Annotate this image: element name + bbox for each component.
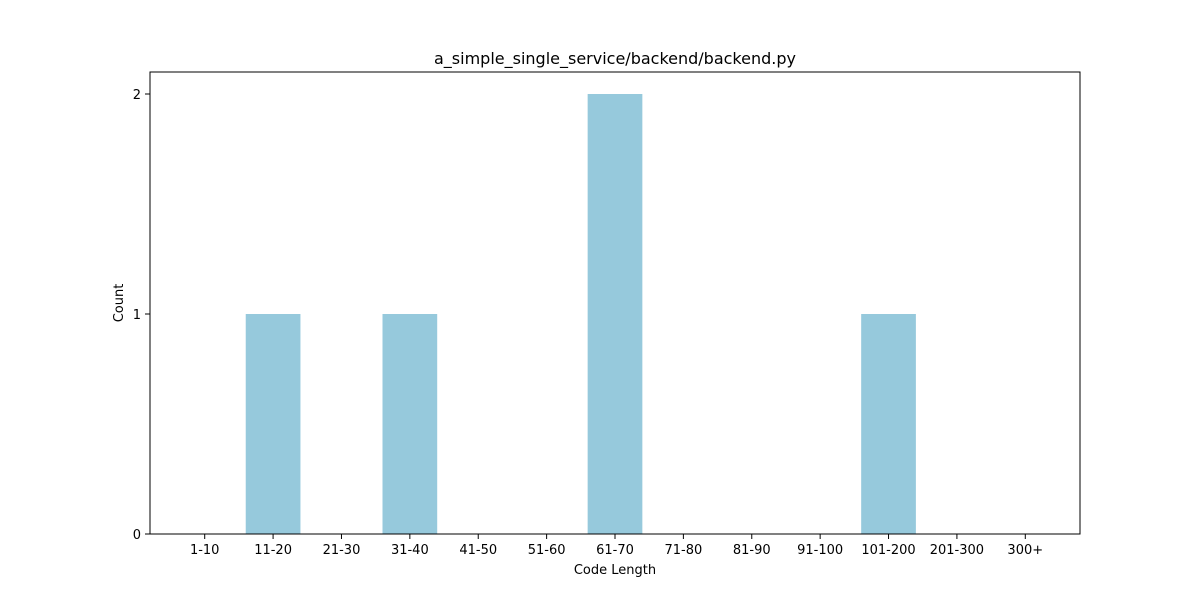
x-tick-label: 41-50 xyxy=(459,543,497,558)
x-tick-label: 91-100 xyxy=(797,543,843,558)
chart-title: a_simple_single_service/backend/backend.… xyxy=(434,49,796,69)
x-tick-label: 71-80 xyxy=(664,543,702,558)
bar-101-200 xyxy=(861,314,916,534)
y-tick-label: 0 xyxy=(133,528,141,543)
x-tick-label: 81-90 xyxy=(733,543,771,558)
x-axis-ticks: 1-10 11-20 21-30 31-40 41-50 51-60 61-70 71-80 8… xyxy=(190,534,1043,558)
x-tick-label: 21-30 xyxy=(323,543,361,558)
y-axis-label: Count xyxy=(112,284,127,323)
x-tick-label: 201-300 xyxy=(930,543,984,558)
x-tick-label: 61-70 xyxy=(596,543,634,558)
bars xyxy=(245,94,916,534)
bar-11-20 xyxy=(245,314,301,534)
bar-61-70 xyxy=(587,94,643,534)
y-tick-label: 1 xyxy=(133,308,141,323)
x-axis-label: Code Length xyxy=(574,563,656,578)
bar-31-40 xyxy=(382,314,438,534)
x-tick-label: 11-20 xyxy=(254,543,292,558)
y-tick-label: 2 xyxy=(133,88,141,103)
x-tick-label: 300+ xyxy=(1007,543,1043,558)
x-tick-label: 101-200 xyxy=(861,543,915,558)
x-tick-label: 51-60 xyxy=(528,543,566,558)
x-tick-label: 1-10 xyxy=(190,543,220,558)
x-tick-label: 31-40 xyxy=(391,543,429,558)
y-axis-ticks: 0 1 2 xyxy=(133,88,150,543)
